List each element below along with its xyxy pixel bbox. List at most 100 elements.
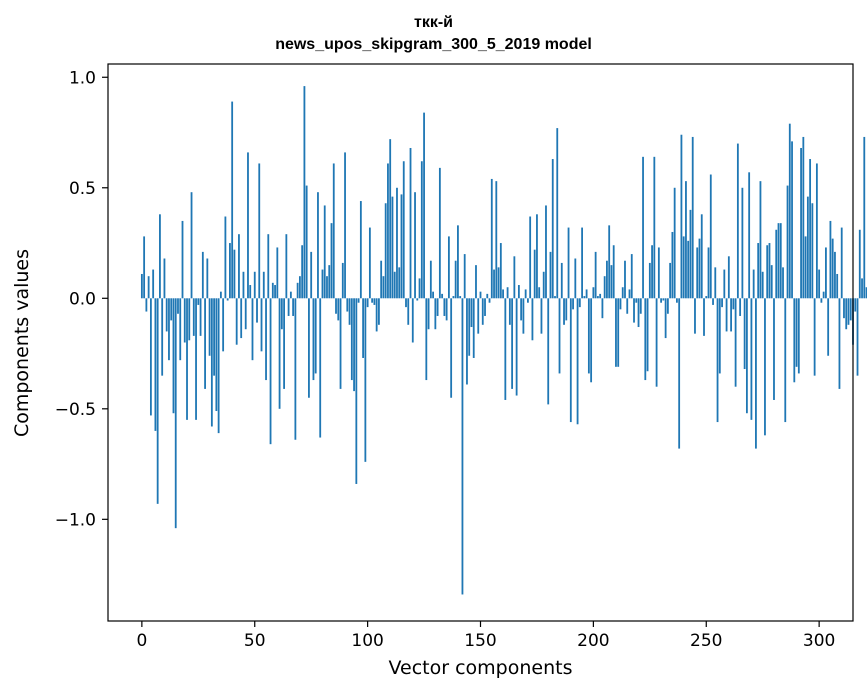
bar [161,298,164,376]
bar [233,249,236,299]
bar [490,178,493,299]
y-tick-label: 1.0 [69,68,96,88]
bar [743,298,746,370]
bar [278,298,281,409]
bar [678,298,681,449]
bar [784,298,787,423]
bar [709,174,712,299]
x-tick-label: 200 [577,631,609,651]
bar [556,128,559,299]
bar [226,298,229,301]
bar [644,298,647,381]
bar [761,271,764,299]
bar [836,273,839,299]
bar [608,225,611,299]
bar [596,296,599,299]
bar [660,298,663,303]
bar [364,298,367,462]
bar-series [140,86,867,595]
bar [703,298,705,336]
bar [707,247,710,299]
bar [653,156,656,299]
bar [576,298,579,425]
bar [560,262,563,299]
bar [696,247,699,299]
bar [493,269,495,299]
bar [551,159,554,299]
bar [454,260,457,299]
bar [804,236,807,299]
bar [639,298,642,314]
bar [445,298,448,321]
bar [330,223,333,299]
bar [806,196,809,299]
bar [538,287,541,299]
bar [845,298,848,330]
bar [615,298,617,367]
bar [802,136,805,299]
y-tick-label: −1.0 [55,510,96,530]
bar [308,298,310,398]
bar [572,298,574,310]
bar [673,187,676,299]
bar [443,298,446,316]
bar [527,298,529,303]
bar [599,293,602,299]
bar [298,276,301,299]
bar [748,172,751,299]
bar [578,298,581,308]
bar [353,298,355,392]
y-axis: −1.0 −0.5 0.0 0.5 1.0 [55,68,108,530]
bar [256,298,258,323]
bar [779,223,782,299]
bar [831,238,834,299]
bar [714,267,717,299]
bar [143,236,146,299]
bar [811,203,814,299]
bar [231,101,234,299]
bar [215,298,218,412]
bar [292,298,295,316]
bar [533,249,536,299]
bar [822,291,825,299]
bar [267,234,270,299]
bar [524,289,527,299]
bar [858,229,861,299]
bar [350,298,353,381]
bar [247,152,249,299]
bar [312,298,315,381]
bar [820,298,823,303]
bar [335,298,337,314]
bar [199,298,202,336]
bar [739,298,742,316]
bar [244,298,247,330]
bar [477,298,480,334]
bar [283,298,285,389]
bar [183,298,186,343]
bar [685,181,687,299]
x-tick-label: 250 [690,631,722,651]
bar [380,260,383,299]
bar [757,243,760,299]
bar [531,298,534,341]
bar [149,298,152,416]
bar [373,298,376,305]
bar [224,216,227,299]
bar [617,298,620,367]
bar [289,291,292,299]
bar [569,298,572,423]
x-tick-label: 300 [803,631,835,651]
bar [732,298,735,310]
bar [603,276,606,299]
x-axis: 0 50 100 150 200 250 300 [136,621,835,651]
bar [393,271,396,299]
bar [567,227,570,299]
bar [549,251,552,299]
bar [725,298,728,332]
y-tick-label: −0.5 [55,400,96,420]
bar [843,298,845,319]
bar [849,298,852,321]
bar [662,298,665,301]
chart-subtitle: news_upos_skipgram_300_5_2019 model [275,36,592,53]
